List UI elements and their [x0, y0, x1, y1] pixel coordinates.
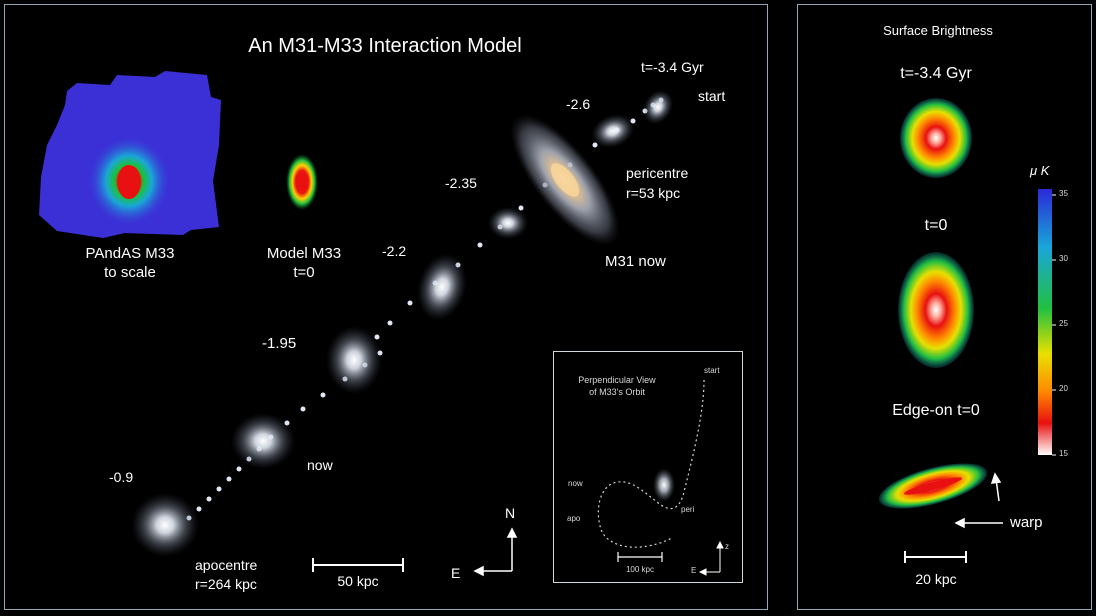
sb-t-start: t=-3.4 Gyr: [900, 65, 972, 82]
label-now: now: [307, 457, 333, 473]
pericentre-line1: pericentre: [626, 165, 689, 181]
inset-start: start: [704, 366, 720, 375]
figure-title: An M31-M33 Interaction Model: [248, 35, 522, 57]
colorbar-tick-35: 35: [1059, 189, 1068, 198]
inset-now: now: [568, 479, 583, 488]
compass-east: E: [451, 565, 461, 581]
sb-t-zero: t=0: [924, 217, 948, 234]
pandas-m33-map: [39, 71, 221, 238]
surface-brightness-figure: [878, 98, 1056, 563]
label-t-1-95: -1.95: [262, 335, 297, 352]
sb-edge-on-label: Edge-on t=0: [892, 402, 980, 419]
sb-edge-on: [878, 463, 988, 509]
pandas-label-line1: PAndAS M33: [85, 245, 175, 262]
colorbar-tick-20: 20: [1059, 384, 1068, 393]
apocentre-line1: apocentre: [195, 557, 258, 573]
sb-disk-start: [900, 98, 972, 178]
inset-orbit-path: [597, 379, 705, 548]
inset-panel: Perpendicular View of M33's Orbit start …: [553, 351, 743, 583]
label-t-2-2: -2.2: [382, 243, 407, 259]
label-t-0-9: -0.9: [109, 469, 134, 485]
label-t-start: t=-3.4 Gyr: [641, 59, 704, 75]
sb-disk-t0: [898, 252, 974, 368]
inset-title-line2: of M33's Orbit: [589, 387, 645, 397]
colorbar: [1038, 189, 1052, 455]
warp-arrows: [954, 472, 1003, 529]
scale-bar-label: 50 kpc: [337, 573, 379, 589]
main-figure: [39, 71, 674, 577]
model-m33-image: [286, 154, 318, 210]
inset-scale-bar: [617, 552, 663, 562]
colorbar-tick-25: 25: [1059, 319, 1068, 328]
model-label-line1: Model M33: [266, 245, 342, 262]
sb-scale-label: 20 kpc: [915, 571, 957, 587]
inset-apo: apo: [567, 514, 581, 523]
sb-title: Surface Brightness: [883, 23, 993, 38]
inset-compass-z: z: [725, 542, 729, 551]
label-t-2-35: -2.35: [445, 175, 477, 191]
inset-title-line1: Perpendicular View: [578, 375, 656, 385]
inset-figure: [597, 379, 724, 576]
main-panel: An M31-M33 Interaction Model PAndAS M33 …: [4, 4, 768, 610]
compass-ne: [473, 527, 518, 577]
colorbar-ticks: [1052, 194, 1056, 456]
model-label-line2: t=0: [293, 264, 315, 281]
inset-m31: [653, 468, 675, 502]
inset-peri: peri: [681, 505, 695, 514]
colorbar-tick-30: 30: [1059, 254, 1068, 263]
colorbar-tick-15: 15: [1059, 449, 1068, 458]
compass-north: N: [505, 505, 516, 521]
inset-compass: [698, 540, 724, 576]
inset-compass-east: E: [691, 566, 697, 575]
label-t-2-6: -2.6: [566, 96, 591, 112]
sb-scale-bar: [904, 551, 967, 563]
inset-scale-label: 100 kpc: [625, 565, 655, 574]
galaxy-snapshots: [131, 89, 674, 557]
m31-now-label: M31 now: [605, 253, 666, 270]
label-start: start: [698, 88, 726, 104]
surface-brightness-panel: Surface Brightness t=-3.4 Gyr t=0 Edge-o…: [797, 4, 1092, 610]
pandas-label-line2: to scale: [104, 264, 156, 281]
colorbar-label: μ K: [1030, 163, 1050, 178]
pericentre-line2: r=53 kpc: [626, 185, 681, 201]
apocentre-line2: r=264 kpc: [195, 576, 257, 592]
scale-bar-50kpc: [312, 558, 404, 572]
m31-galaxy: [510, 114, 620, 246]
sb-warp-label: warp: [1010, 514, 1043, 531]
